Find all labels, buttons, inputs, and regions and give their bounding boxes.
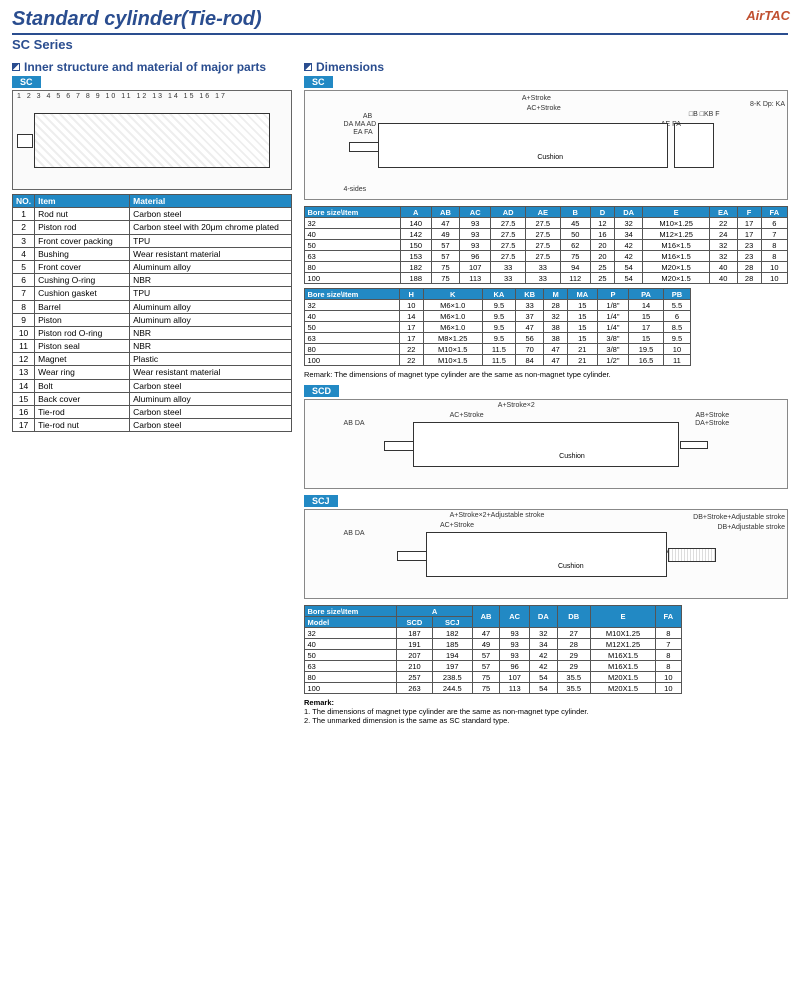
scd-diagram: A+Stroke×2 AC+Stroke AB+Stroke DA+Stroke… [304, 399, 788, 489]
page-subtitle: SC Series [12, 37, 788, 52]
sc-dim-table-1: Bore size\ItemAABACADAEBDDAEEAFFA3214047… [304, 206, 788, 284]
scj-dim-table: Bore size\ItemAABACDADBEFAModelSCDSCJ321… [304, 605, 682, 694]
section-structure-header: Inner structure and material of major pa… [12, 60, 292, 74]
scj-remark: Remark: 1. The dimensions of magnet type… [304, 698, 788, 725]
materials-table: NO.ItemMaterial1Rod nutCarbon steel2Pist… [12, 194, 292, 432]
scj-diagram: A+Stroke×2+Adjustable stroke AC+Stroke D… [304, 509, 788, 599]
scj-tag: SCJ [304, 495, 338, 507]
brand-logo: AirTAC [746, 8, 790, 23]
structure-diagram: 1 2 3 4 5 6 7 8 9 10 11 12 13 14 15 16 1… [12, 90, 292, 190]
callout-numbers: 1 2 3 4 5 6 7 8 9 10 11 12 13 14 15 16 1… [17, 93, 227, 100]
sc-remark: Remark: The dimensions of magnet type cy… [304, 370, 788, 379]
sc-dimension-diagram: A+Stroke AC+Stroke AB DA MA AD AE PA EA … [304, 90, 788, 200]
bullet-icon [12, 63, 20, 71]
sc-tag: SC [12, 76, 41, 88]
section-dimensions-header: Dimensions [304, 60, 788, 74]
sc-dim-table-2: Bore size\ItemHKKAKBMMAPPAPB3210M6×1.09.… [304, 288, 691, 366]
scd-tag: SCD [304, 385, 339, 397]
bullet-icon [304, 63, 312, 71]
page-title: Standard cylinder(Tie-rod) [12, 8, 788, 35]
sc-dim-tag: SC [304, 76, 333, 88]
